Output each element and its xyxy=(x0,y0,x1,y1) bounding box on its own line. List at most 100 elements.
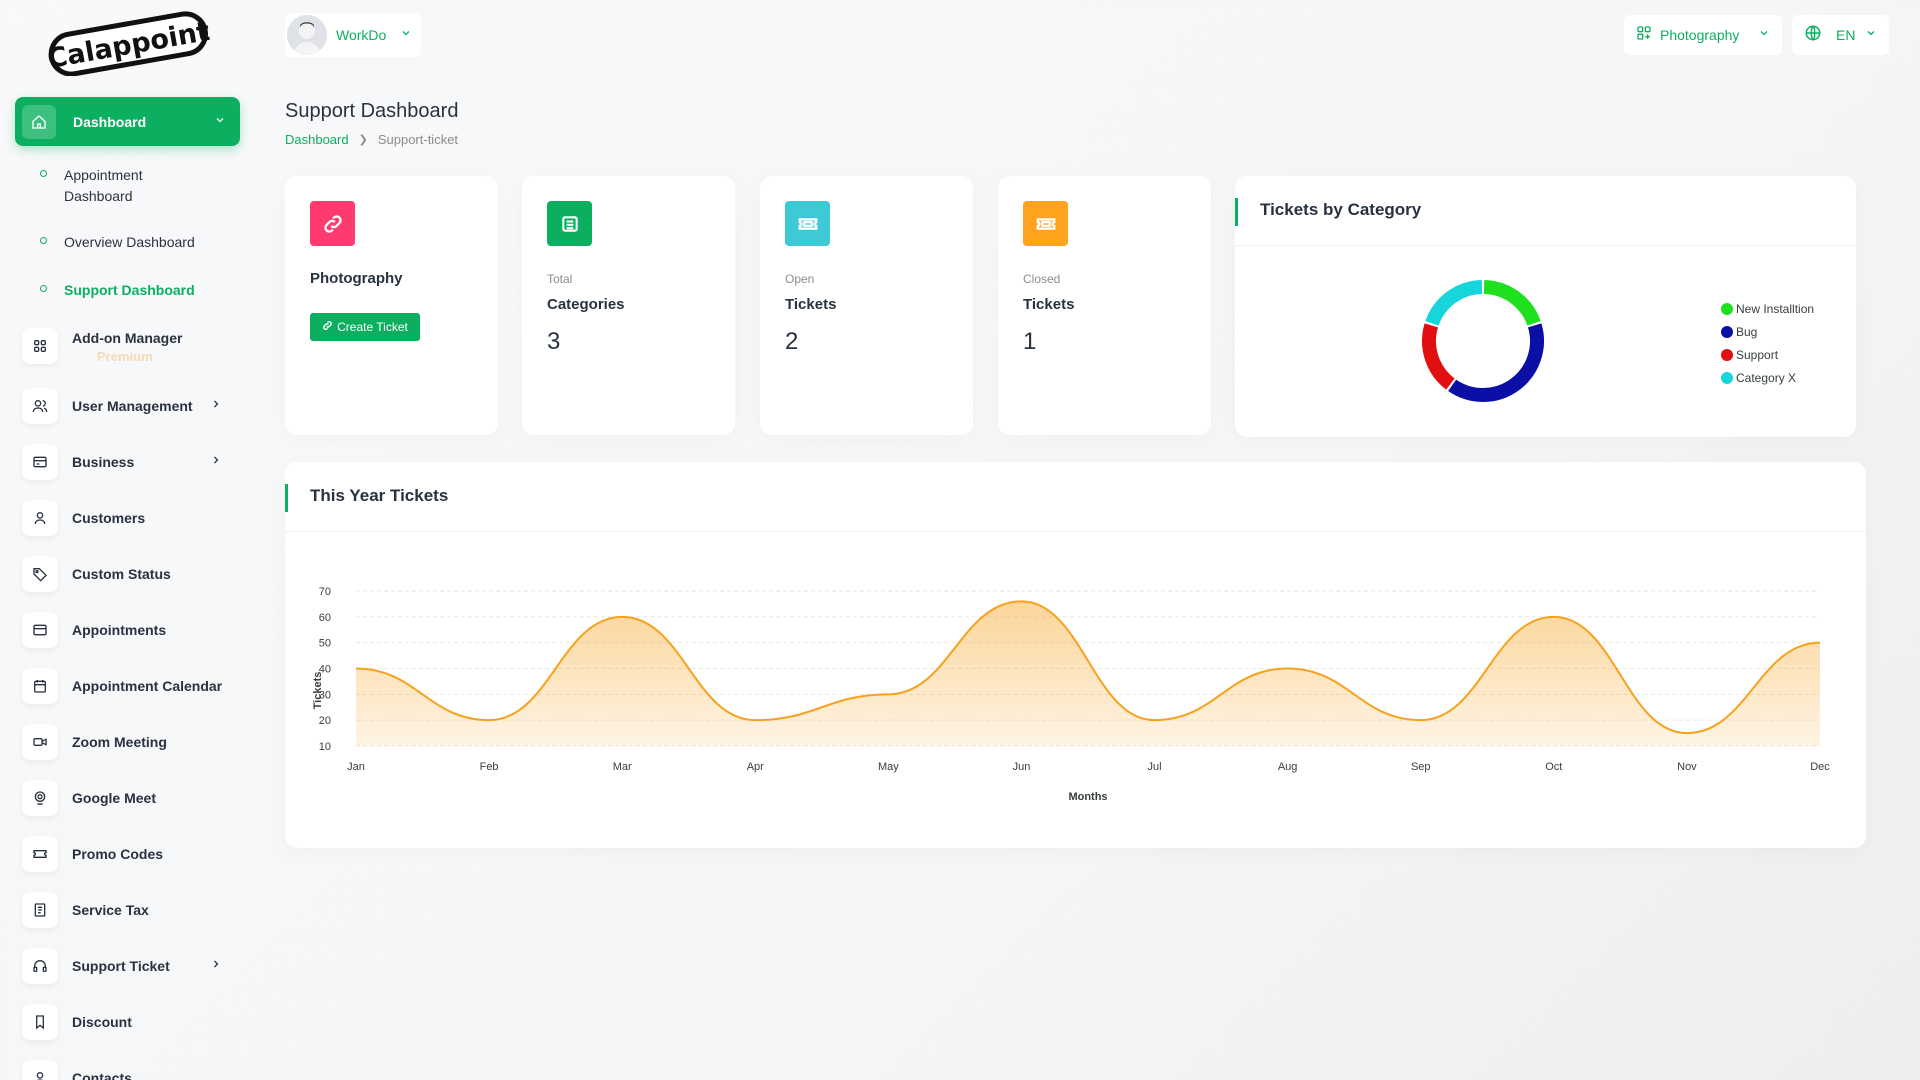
data-point[interactable] xyxy=(353,666,359,672)
sidebar-subitem-overview-dashboard[interactable]: Overview Dashboard xyxy=(40,232,195,253)
sidebar-subitem-appointment-dashboard[interactable]: Appointment Dashboard xyxy=(40,165,184,207)
create-ticket-button[interactable]: Create Ticket xyxy=(310,313,420,341)
data-point[interactable] xyxy=(1817,640,1823,646)
sidebar-item-business[interactable]: Business xyxy=(22,444,232,480)
legend-label: Bug xyxy=(1736,324,1758,339)
chevron-right-icon xyxy=(210,957,222,975)
y-tick-label: 50 xyxy=(319,638,331,650)
closed-small-label: Closed xyxy=(1023,272,1061,286)
data-point[interactable] xyxy=(486,717,492,723)
sidebar-item-label: Business xyxy=(72,454,135,470)
sidebar-item-appointments[interactable]: Appointments xyxy=(22,612,232,648)
y-tick-label: 40 xyxy=(319,664,331,676)
create-ticket-label: Create Ticket xyxy=(337,320,408,334)
business-card-icon xyxy=(22,444,58,480)
category-donut-chart xyxy=(1422,280,1544,402)
y-axis-label: Tickets xyxy=(312,672,324,710)
accent-bar xyxy=(285,484,288,512)
users-icon xyxy=(22,388,58,424)
user-menu-button[interactable]: WorkDo xyxy=(285,13,421,57)
sidebar-subitem-label: Support Dashboard xyxy=(64,282,195,298)
panel-header: This Year Tickets xyxy=(285,462,1866,532)
sidebar-subitem-support-dashboard[interactable]: Support Dashboard xyxy=(40,280,195,301)
sidebar-item-dashboard[interactable]: Dashboard xyxy=(15,97,240,146)
grid-icon xyxy=(22,328,58,364)
tag-icon xyxy=(22,556,58,592)
calappoint-logo[interactable]: Calappoint xyxy=(44,8,212,76)
data-point[interactable] xyxy=(1018,598,1024,604)
open-value: 2 xyxy=(785,328,799,355)
legend-swatch xyxy=(1721,371,1733,384)
receipt-icon xyxy=(22,892,58,928)
sidebar-item-label: Google Meet xyxy=(72,790,157,806)
x-tick-label: Aug xyxy=(1278,761,1298,773)
sidebar-subitem-label: Appointment Dashboard xyxy=(64,167,143,204)
bullet-icon xyxy=(40,170,47,177)
open-small-label: Open xyxy=(785,272,815,286)
x-tick-label: Jun xyxy=(1013,761,1031,773)
legend-item[interactable]: Bug xyxy=(1721,320,1814,343)
video-icon xyxy=(22,724,58,760)
sidebar-item-custom-status[interactable]: Custom Status xyxy=(22,556,232,592)
donut-slice-support[interactable] xyxy=(1422,323,1455,390)
link-icon xyxy=(322,320,333,334)
closed-value: 1 xyxy=(1023,328,1037,355)
chevron-right-icon xyxy=(210,397,222,415)
sidebar-item-appointment-calendar[interactable]: Appointment Calendar xyxy=(22,668,232,704)
calendar-card-icon xyxy=(22,612,58,648)
photography-card: Photography Create Ticket xyxy=(285,176,498,435)
breadcrumb-link-dashboard[interactable]: Dashboard xyxy=(285,132,349,147)
apps-grid-icon xyxy=(1636,25,1652,46)
webcam-icon xyxy=(22,780,58,816)
legend-swatch xyxy=(1721,325,1733,338)
data-point[interactable] xyxy=(1152,717,1158,723)
sidebar-item-label: Appointments xyxy=(72,622,167,638)
x-tick-label: Feb xyxy=(480,761,499,773)
data-point[interactable] xyxy=(1551,614,1557,620)
sidebar-item-label: Custom Status xyxy=(72,566,171,582)
sidebar-item-google-meet[interactable]: Google Meet xyxy=(22,780,232,816)
donut-slice-new-installtion[interactable] xyxy=(1483,280,1541,326)
user-name: WorkDo xyxy=(336,27,387,43)
sidebar-item-label: Zoom Meeting xyxy=(72,734,167,750)
sidebar-item-user-management[interactable]: User Management xyxy=(22,388,232,424)
sidebar-item-service-tax[interactable]: Service Tax xyxy=(22,892,232,928)
data-point[interactable] xyxy=(1684,730,1690,736)
data-point[interactable] xyxy=(619,614,625,620)
ticket-icon xyxy=(1023,201,1068,246)
data-point[interactable] xyxy=(885,691,891,697)
calendar-icon xyxy=(22,668,58,704)
sidebar: Calappoint Dashboard Appointment Dashboa… xyxy=(0,0,256,1080)
categories-label: Categories xyxy=(547,296,625,313)
y-tick-label: 70 xyxy=(319,586,331,598)
ticket-icon xyxy=(22,836,58,872)
sidebar-item-customers[interactable]: Customers xyxy=(22,500,232,536)
sidebar-item-label: Appointment Calendar xyxy=(72,678,223,694)
sidebar-item-contacts[interactable]: Contacts xyxy=(22,1060,232,1080)
y-tick-label: 20 xyxy=(319,715,331,727)
donut-slice-bug[interactable] xyxy=(1448,323,1544,402)
panel-title: This Year Tickets xyxy=(310,486,449,505)
x-tick-label: Sep xyxy=(1411,761,1431,773)
bullet-icon xyxy=(40,285,47,292)
data-point[interactable] xyxy=(1285,666,1291,672)
avatar xyxy=(287,15,327,55)
legend-swatch xyxy=(1721,302,1733,315)
chevron-down-icon xyxy=(1865,26,1877,44)
closed-label: Tickets xyxy=(1023,296,1075,313)
legend-item[interactable]: Support xyxy=(1721,343,1814,366)
sidebar-item-addon-manager[interactable]: Add-on Manager xyxy=(22,328,232,364)
sidebar-item-support-ticket[interactable]: Support Ticket xyxy=(22,948,232,984)
series-line xyxy=(355,600,1821,735)
donut-slice-category-x[interactable] xyxy=(1425,280,1483,326)
legend-item[interactable]: Category X xyxy=(1721,366,1814,389)
legend-item[interactable]: New Installtion xyxy=(1721,297,1814,320)
sidebar-item-zoom-meeting[interactable]: Zoom Meeting xyxy=(22,724,232,760)
sidebar-item-discount[interactable]: Discount xyxy=(22,1004,232,1040)
sidebar-item-promo-codes[interactable]: Promo Codes xyxy=(22,836,232,872)
workspace-selector[interactable]: Photography xyxy=(1624,15,1782,55)
data-point[interactable] xyxy=(752,717,758,723)
language-selector[interactable]: EN xyxy=(1792,15,1889,55)
area-fill xyxy=(356,601,1820,746)
data-point[interactable] xyxy=(1418,717,1424,723)
